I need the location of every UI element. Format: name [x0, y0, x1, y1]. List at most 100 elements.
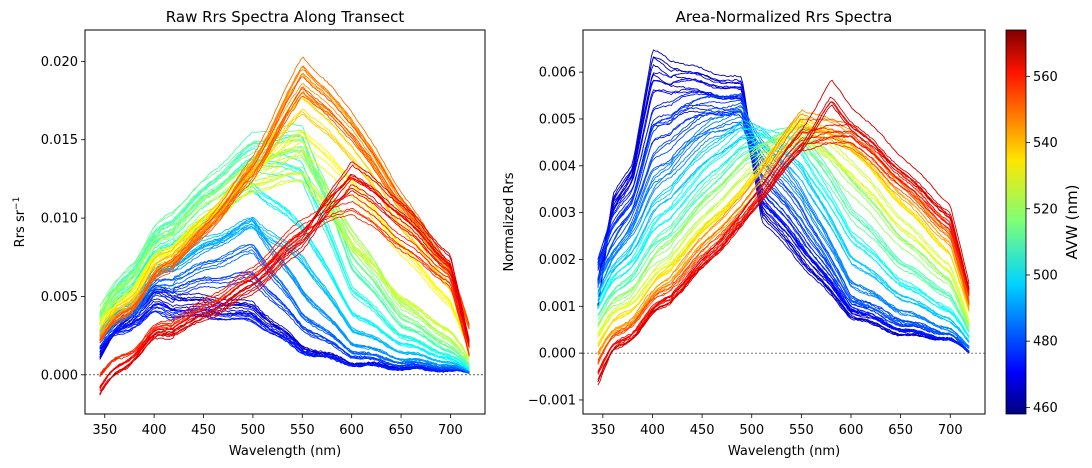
colorbar-gradient	[1005, 29, 1027, 415]
colorbar: 460 480 500 520 540 560 AVW (nm)	[1005, 29, 1081, 416]
spectrum-line	[99, 133, 470, 367]
colorbar-tick-label: 560	[1033, 70, 1058, 85]
spectrum-line	[99, 161, 470, 395]
spectrum-line	[99, 177, 470, 388]
spectrum-line	[99, 72, 470, 338]
colorbar-tick-label: 540	[1033, 136, 1058, 151]
raw-series-lines	[99, 56, 470, 396]
spectrum-line	[99, 88, 470, 343]
x-ticks: 350 400 450 500 550 600 650 700	[590, 414, 963, 438]
spectrum-line	[99, 276, 470, 373]
plot-frame	[582, 29, 986, 415]
y-ticks: −0.001 0.000 0.001 0.002 0.003 0.004 0.005 0.00…	[528, 66, 583, 408]
colorbar-label: AVW (nm)	[1063, 185, 1081, 260]
x-tick-label: 700	[938, 423, 963, 438]
x-tick-label: 500	[240, 423, 265, 438]
colorbar-tick-label: 500	[1033, 268, 1058, 283]
spectrum-line	[99, 110, 470, 344]
spectrum-line	[99, 311, 470, 374]
normalized-rrs-chart: 350 400 450 500 550 600 650 700 −0.001 0.000 0.00…	[502, 8, 986, 459]
spectrum-line	[597, 102, 970, 347]
spectrum-line	[99, 138, 470, 366]
spectrum-line	[597, 110, 970, 353]
x-ticks: 350 400 450 500 550 600 650 700	[92, 414, 463, 438]
y-tick-label: 0.005	[539, 112, 576, 127]
spectrum-line	[597, 120, 970, 346]
spectrum-line	[99, 244, 470, 373]
spectrum-line	[597, 126, 970, 332]
colorbar-tick-label: 480	[1033, 335, 1058, 350]
y-tick-label: 0.000	[539, 347, 576, 362]
spectrum-line	[597, 132, 970, 338]
x-tick-label: 650	[389, 423, 414, 438]
spectrum-line	[597, 119, 970, 342]
y-axis-label: Normalized Rrs	[502, 172, 517, 271]
y-tick-label: 0.001	[539, 300, 576, 315]
x-axis-label: Wavelength (nm)	[229, 444, 341, 459]
spectrum-line	[597, 121, 970, 348]
spectrum-line	[99, 95, 470, 341]
y-tick-label: 0.002	[539, 253, 576, 268]
spectrum-line	[99, 183, 470, 371]
x-tick-label: 600	[339, 423, 364, 438]
x-tick-label: 350	[590, 423, 615, 438]
spectrum-line	[597, 124, 970, 348]
y-ticks: 0.000 0.005 0.010 0.015 0.020	[41, 55, 85, 383]
spectrum-line	[99, 131, 470, 348]
spectrum-line	[99, 246, 470, 372]
y-tick-label: 0.000	[41, 368, 78, 383]
chart-title: Area-Normalized Rrs Spectra	[676, 8, 893, 26]
spectrum-line	[99, 166, 470, 361]
x-tick-label: 400	[640, 423, 665, 438]
y-tick-label: 0.020	[41, 55, 78, 70]
spectrum-line	[597, 123, 970, 328]
spectrum-line	[99, 174, 470, 389]
spectrum-line	[99, 141, 470, 349]
spectrum-line	[99, 182, 470, 370]
spectrum-line	[597, 93, 970, 353]
x-tick-label: 350	[92, 423, 117, 438]
x-tick-label: 450	[690, 423, 715, 438]
spectrum-line	[99, 200, 470, 377]
spectrum-line	[99, 173, 470, 358]
y-tick-label: 0.010	[41, 212, 78, 227]
spectrum-line	[99, 74, 470, 339]
spectrum-line	[99, 150, 470, 366]
spectrum-line	[597, 136, 970, 343]
spectrum-line	[597, 137, 970, 342]
y-tick-label: 0.006	[539, 66, 576, 81]
x-tick-label: 550	[789, 423, 814, 438]
spectrum-line	[597, 79, 970, 386]
x-tick-label: 550	[290, 423, 315, 438]
colorbar-ticks: 460 480 500 520 540 560	[1026, 70, 1058, 416]
spectrum-line	[597, 94, 970, 352]
raw-rrs-chart: 350 400 450 500 550 600 650 700 0.000 0.005 0.010…	[12, 8, 486, 459]
x-tick-label: 500	[739, 423, 764, 438]
spectrum-line	[99, 149, 470, 362]
spectrum-line	[597, 101, 970, 381]
spectrum-line	[597, 104, 970, 382]
x-tick-label: 400	[142, 423, 167, 438]
spectrum-line	[99, 178, 470, 395]
spectrum-line	[99, 172, 470, 359]
spectrum-line	[99, 69, 470, 342]
spectrum-line	[99, 194, 470, 377]
spectrum-line	[99, 56, 470, 340]
y-tick-label: 0.004	[539, 159, 576, 174]
y-tick-label: 0.015	[41, 133, 78, 148]
spectrum-line	[597, 49, 970, 353]
spectrum-line	[597, 101, 970, 383]
spectrum-line	[99, 91, 470, 343]
spectrum-line	[99, 214, 470, 377]
y-tick-label: 0.003	[539, 206, 576, 221]
spectrum-line	[597, 73, 970, 353]
spectrum-line	[597, 63, 970, 354]
spectrum-line	[597, 107, 970, 354]
spectrum-line	[99, 154, 470, 362]
spectrum-line	[99, 123, 470, 365]
spectrum-line	[597, 141, 970, 372]
spectrum-line	[99, 190, 470, 389]
y-axis-label: Rrs sr−1	[12, 197, 28, 248]
spectrum-line	[99, 273, 470, 374]
